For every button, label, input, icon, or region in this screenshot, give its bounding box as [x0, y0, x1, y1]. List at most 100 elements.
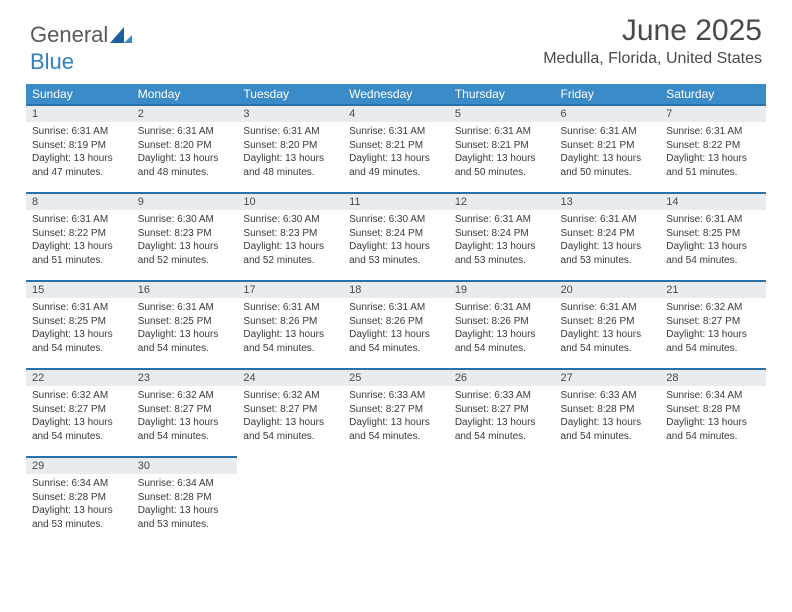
day-number: 15 [26, 280, 132, 298]
sunset-text: Sunset: 8:28 PM [561, 403, 655, 417]
calendar-day-cell: 15Sunrise: 6:31 AMSunset: 8:25 PMDayligh… [26, 280, 132, 368]
day-number: 21 [660, 280, 766, 298]
day-number: 22 [26, 368, 132, 386]
calendar-day-cell: 4Sunrise: 6:31 AMSunset: 8:21 PMDaylight… [343, 104, 449, 192]
sunrise-text: Sunrise: 6:32 AM [243, 389, 337, 403]
sunset-text: Sunset: 8:28 PM [666, 403, 760, 417]
calendar-day-cell: 25Sunrise: 6:33 AMSunset: 8:27 PMDayligh… [343, 368, 449, 456]
day-details: Sunrise: 6:31 AMSunset: 8:25 PMDaylight:… [26, 298, 132, 358]
day-details: Sunrise: 6:34 AMSunset: 8:28 PMDaylight:… [660, 386, 766, 446]
calendar-day-cell: 17Sunrise: 6:31 AMSunset: 8:26 PMDayligh… [237, 280, 343, 368]
sunset-text: Sunset: 8:27 PM [243, 403, 337, 417]
calendar-day-cell: 13Sunrise: 6:31 AMSunset: 8:24 PMDayligh… [555, 192, 661, 280]
calendar-day-cell: 24 Sunrise: 6:32 AMSunset: 8:27 PMDayligh… [237, 368, 343, 456]
sunset-text: Sunset: 8:27 PM [349, 403, 443, 417]
calendar-day-cell: 22Sunrise: 6:32 AMSunset: 8:27 PMDayligh… [26, 368, 132, 456]
calendar-day-cell: 6Sunrise: 6:31 AMSunset: 8:21 PMDaylight… [555, 104, 661, 192]
day-number: 6 [555, 104, 661, 122]
sunrise-text: Sunrise: 6:31 AM [243, 301, 337, 315]
daylight-text: Daylight: 13 hours and 54 minutes. [138, 416, 232, 443]
day-number: 29 [26, 456, 132, 474]
calendar-week-row: 29Sunrise: 6:34 AMSunset: 8:28 PMDayligh… [26, 456, 766, 544]
day-details: Sunrise: 6:31 AMSunset: 8:26 PMDaylight:… [237, 298, 343, 358]
day-details: Sunrise: 6:30 AMSunset: 8:23 PMDaylight:… [132, 210, 238, 270]
sunset-text: Sunset: 8:22 PM [666, 139, 760, 153]
sunset-text: Sunset: 8:20 PM [243, 139, 337, 153]
day-number: 24 [237, 368, 343, 386]
day-details: Sunrise: 6:31 AMSunset: 8:22 PMDaylight:… [660, 122, 766, 182]
sunset-text: Sunset: 8:20 PM [138, 139, 232, 153]
calendar-day-cell: 29Sunrise: 6:34 AMSunset: 8:28 PMDayligh… [26, 456, 132, 544]
day-details: Sunrise: 6:34 AMSunset: 8:28 PMDaylight:… [26, 474, 132, 534]
daylight-text: Daylight: 13 hours and 52 minutes. [138, 240, 232, 267]
sunset-text: Sunset: 8:24 PM [349, 227, 443, 241]
daylight-text: Daylight: 13 hours and 47 minutes. [32, 152, 126, 179]
weekday-header: Tuesday [237, 84, 343, 104]
sunrise-text: Sunrise: 6:31 AM [455, 125, 549, 139]
day-details: Sunrise: 6:31 AMSunset: 8:21 PMDaylight:… [343, 122, 449, 182]
day-details: Sunrise: 6:31 AMSunset: 8:26 PMDaylight:… [449, 298, 555, 358]
sunset-text: Sunset: 8:21 PM [455, 139, 549, 153]
day-number: 7 [660, 104, 766, 122]
daylight-text: Daylight: 13 hours and 51 minutes. [666, 152, 760, 179]
sunrise-text: Sunrise: 6:31 AM [561, 213, 655, 227]
calendar-day-cell: 9Sunrise: 6:30 AMSunset: 8:23 PMDaylight… [132, 192, 238, 280]
calendar-day-cell: 11Sunrise: 6:30 AMSunset: 8:24 PMDayligh… [343, 192, 449, 280]
daylight-text: Daylight: 13 hours and 54 minutes. [243, 416, 337, 443]
day-number: 19 [449, 280, 555, 298]
day-details: Sunrise: 6:31 AMSunset: 8:25 PMDaylight:… [660, 210, 766, 270]
calendar-day-cell: 7Sunrise: 6:31 AMSunset: 8:22 PMDaylight… [660, 104, 766, 192]
daylight-text: Daylight: 13 hours and 49 minutes. [349, 152, 443, 179]
day-details: Sunrise: 6:32 AMSunset: 8:27 PMDaylight:… [26, 386, 132, 446]
sunrise-text: Sunrise: 6:31 AM [243, 125, 337, 139]
sunset-text: Sunset: 8:28 PM [32, 491, 126, 505]
brand-part2: Blue [30, 49, 74, 74]
calendar-day-cell: 18Sunrise: 6:31 AMSunset: 8:26 PMDayligh… [343, 280, 449, 368]
sunset-text: Sunset: 8:28 PM [138, 491, 232, 505]
sunrise-text: Sunrise: 6:33 AM [349, 389, 443, 403]
calendar-day-cell: 19Sunrise: 6:31 AMSunset: 8:26 PMDayligh… [449, 280, 555, 368]
sunset-text: Sunset: 8:26 PM [243, 315, 337, 329]
day-details: Sunrise: 6:34 AMSunset: 8:28 PMDaylight:… [132, 474, 238, 534]
sunset-text: Sunset: 8:23 PM [243, 227, 337, 241]
sunrise-text: Sunrise: 6:34 AM [138, 477, 232, 491]
sunrise-text: Sunrise: 6:31 AM [455, 301, 549, 315]
day-number: 16 [132, 280, 238, 298]
daylight-text: Daylight: 13 hours and 52 minutes. [243, 240, 337, 267]
sunset-text: Sunset: 8:27 PM [455, 403, 549, 417]
weekday-header-row: Sunday Monday Tuesday Wednesday Thursday… [26, 84, 766, 104]
sunrise-text: Sunrise: 6:31 AM [561, 125, 655, 139]
calendar-day-cell: .. [237, 456, 343, 544]
sunrise-text: Sunrise: 6:32 AM [32, 389, 126, 403]
sunset-text: Sunset: 8:27 PM [666, 315, 760, 329]
day-number: 4 [343, 104, 449, 122]
day-details: Sunrise: 6:30 AMSunset: 8:23 PMDaylight:… [237, 210, 343, 270]
daylight-text: Daylight: 13 hours and 50 minutes. [455, 152, 549, 179]
day-details: Sunrise: 6:30 AMSunset: 8:24 PMDaylight:… [343, 210, 449, 270]
day-details: Sunrise: 6:31 AMSunset: 8:21 PMDaylight:… [449, 122, 555, 182]
calendar-day-cell: 1Sunrise: 6:31 AMSunset: 8:19 PMDaylight… [26, 104, 132, 192]
sunrise-text: Sunrise: 6:31 AM [666, 125, 760, 139]
day-number: 17 [237, 280, 343, 298]
sunrise-text: Sunrise: 6:31 AM [455, 213, 549, 227]
day-number: 13 [555, 192, 661, 210]
calendar-table: Sunday Monday Tuesday Wednesday Thursday… [26, 84, 766, 544]
calendar-week-row: 1Sunrise: 6:31 AMSunset: 8:19 PMDaylight… [26, 104, 766, 192]
sunset-text: Sunset: 8:25 PM [138, 315, 232, 329]
daylight-text: Daylight: 13 hours and 50 minutes. [561, 152, 655, 179]
day-number: 30 [132, 456, 238, 474]
daylight-text: Daylight: 13 hours and 53 minutes. [561, 240, 655, 267]
daylight-text: Daylight: 13 hours and 54 minutes. [243, 328, 337, 355]
calendar-day-cell: .. [555, 456, 661, 544]
daylight-text: Daylight: 13 hours and 54 minutes. [666, 240, 760, 267]
sunset-text: Sunset: 8:19 PM [32, 139, 126, 153]
page-title: June 2025 [622, 14, 762, 48]
location-text: Medulla, Florida, United States [543, 50, 762, 68]
day-number: 9 [132, 192, 238, 210]
day-number: 3 [237, 104, 343, 122]
day-number: 20 [555, 280, 661, 298]
sunrise-text: Sunrise: 6:31 AM [138, 301, 232, 315]
day-details: Sunrise: 6:31 AMSunset: 8:20 PMDaylight:… [132, 122, 238, 182]
sunrise-text: Sunrise: 6:31 AM [666, 213, 760, 227]
daylight-text: Daylight: 13 hours and 53 minutes. [138, 504, 232, 531]
